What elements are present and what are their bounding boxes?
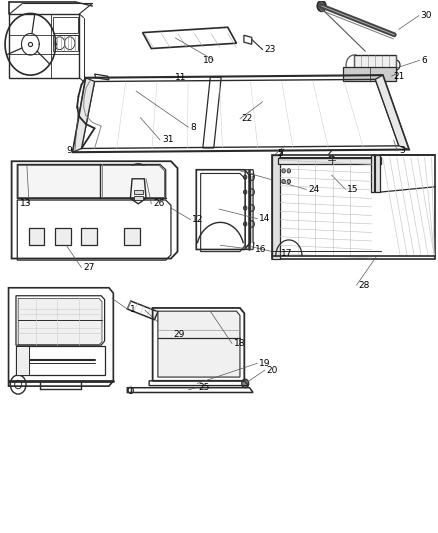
Text: 8: 8 <box>190 123 196 132</box>
Text: 16: 16 <box>255 245 266 254</box>
Polygon shape <box>18 298 102 345</box>
Text: 17: 17 <box>281 249 293 258</box>
Text: 19: 19 <box>259 359 271 368</box>
Text: 5: 5 <box>278 149 283 158</box>
Text: 20: 20 <box>267 366 278 375</box>
Text: 9: 9 <box>66 146 72 155</box>
Text: 24: 24 <box>308 185 319 194</box>
Polygon shape <box>16 346 29 375</box>
Text: 25: 25 <box>198 383 209 392</box>
Text: 10: 10 <box>203 56 214 64</box>
Text: 27: 27 <box>83 263 95 272</box>
Text: 12: 12 <box>192 215 204 224</box>
Text: 29: 29 <box>173 330 185 339</box>
Text: 3: 3 <box>399 146 405 155</box>
Polygon shape <box>28 228 44 245</box>
Circle shape <box>244 190 247 194</box>
Circle shape <box>282 168 286 173</box>
Polygon shape <box>55 228 71 245</box>
Text: 22: 22 <box>242 114 253 123</box>
Polygon shape <box>134 196 143 199</box>
Text: 26: 26 <box>153 199 164 208</box>
Circle shape <box>244 222 247 226</box>
Circle shape <box>242 379 249 387</box>
Circle shape <box>287 168 290 173</box>
Polygon shape <box>371 155 380 192</box>
Text: 28: 28 <box>358 280 370 289</box>
Text: 14: 14 <box>259 214 271 223</box>
Text: 18: 18 <box>234 339 245 348</box>
Text: 23: 23 <box>265 45 276 54</box>
Circle shape <box>287 179 290 183</box>
Circle shape <box>244 175 247 179</box>
Polygon shape <box>158 311 240 377</box>
Text: 31: 31 <box>162 135 173 144</box>
Text: 1: 1 <box>130 304 135 313</box>
Polygon shape <box>134 190 143 193</box>
Text: 13: 13 <box>20 199 32 208</box>
Polygon shape <box>18 165 164 197</box>
Circle shape <box>282 179 286 183</box>
Polygon shape <box>343 67 396 82</box>
Text: 21: 21 <box>393 71 405 80</box>
Polygon shape <box>73 78 95 152</box>
Text: 30: 30 <box>421 11 432 20</box>
Polygon shape <box>278 158 381 165</box>
Polygon shape <box>81 228 97 245</box>
Text: 11: 11 <box>175 73 187 82</box>
Circle shape <box>282 159 286 164</box>
Polygon shape <box>375 75 409 150</box>
Polygon shape <box>272 155 280 259</box>
Circle shape <box>317 1 326 11</box>
Circle shape <box>244 206 247 210</box>
Polygon shape <box>124 228 140 245</box>
Polygon shape <box>354 55 396 75</box>
Circle shape <box>287 159 290 164</box>
Text: 6: 6 <box>422 56 427 64</box>
Text: 15: 15 <box>347 185 359 194</box>
